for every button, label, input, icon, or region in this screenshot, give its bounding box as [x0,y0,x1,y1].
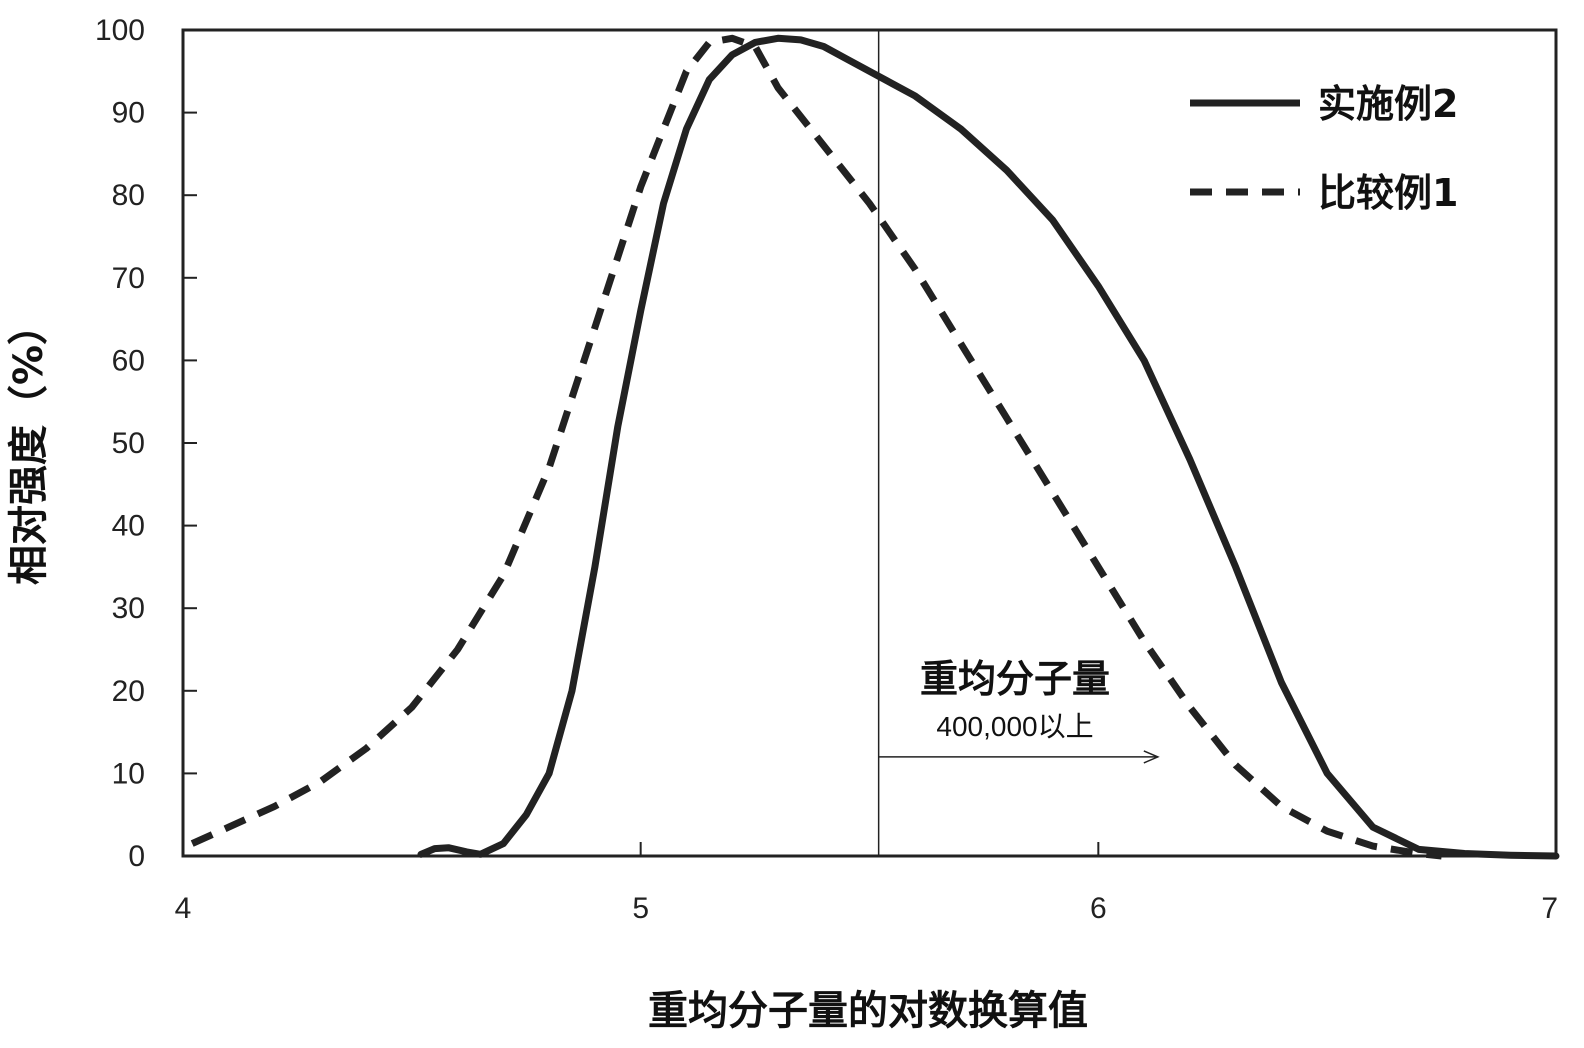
y-tick-label: 70 [112,262,145,295]
x-axis-ticks: 4 5 6 7 [175,842,1558,925]
y-tick-label: 30 [112,592,145,625]
y-tick-label: 10 [112,757,145,790]
y-tick-label: 40 [112,510,145,543]
y-tick-label: 50 [112,427,145,460]
y-tick-label: 20 [112,675,145,708]
y-tick-label: 80 [112,179,145,212]
annotation-subtitle: 400,000以上 [936,711,1093,742]
legend: 实施例2 比较例1 [1190,82,1458,215]
annotation-title: 重均分子量 [920,657,1110,701]
series-line-2 [192,38,1441,856]
y-tick-label: 90 [112,97,145,130]
y-tick-label: 60 [112,344,145,377]
x-tick-label: 4 [175,892,192,925]
legend-label-series-1: 实施例2 [1318,82,1458,126]
x-tick-label: 5 [632,892,649,925]
y-tick-label: 0 [128,840,145,873]
series-layer [192,38,1556,856]
y-axis-title: 相对强度（%） [6,305,52,585]
legend-label-series-2: 比较例1 [1318,171,1458,215]
x-axis-title: 重均分子量的对数换算值 [648,988,1088,1034]
x-tick-label: 7 [1541,892,1558,925]
x-tick-label: 6 [1090,892,1107,925]
y-tick-label: 100 [95,14,145,47]
